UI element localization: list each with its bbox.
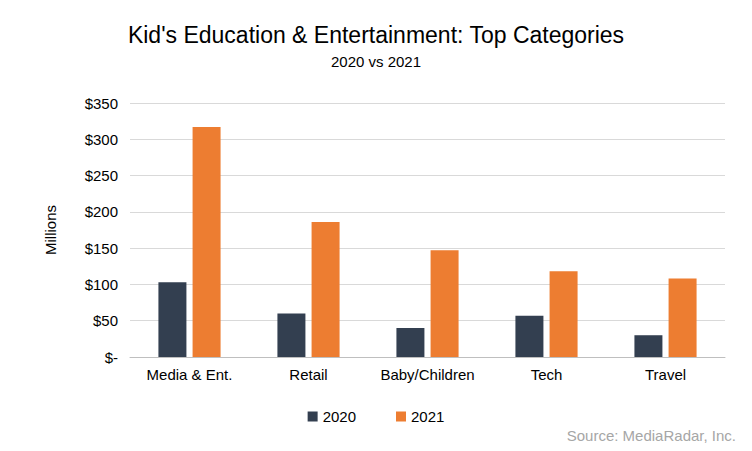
svg-text:Kid's Education & Entertainmen: Kid's Education & Entertainment: Top Cat… [128,22,624,48]
svg-text:Millions: Millions [42,205,59,255]
svg-text:$350: $350 [85,95,118,112]
svg-text:Baby/Children: Baby/Children [380,366,474,383]
svg-text:$150: $150 [85,240,118,257]
svg-text:2020: 2020 [323,408,356,425]
svg-text:Tech: Tech [531,366,563,383]
svg-text:Retail: Retail [289,366,327,383]
svg-text:$50: $50 [93,312,118,329]
svg-text:2020 vs 2021: 2020 vs 2021 [331,53,421,70]
svg-text:$250: $250 [85,167,118,184]
svg-text:Travel: Travel [645,366,686,383]
svg-text:$200: $200 [85,203,118,220]
svg-text:$300: $300 [85,131,118,148]
svg-text:$-: $- [105,349,118,366]
svg-text:Source: MediaRadar, Inc.: Source: MediaRadar, Inc. [567,427,736,444]
svg-text:Media & Ent.: Media & Ent. [147,366,233,383]
svg-text:2021: 2021 [411,408,444,425]
svg-text:$100: $100 [85,276,118,293]
